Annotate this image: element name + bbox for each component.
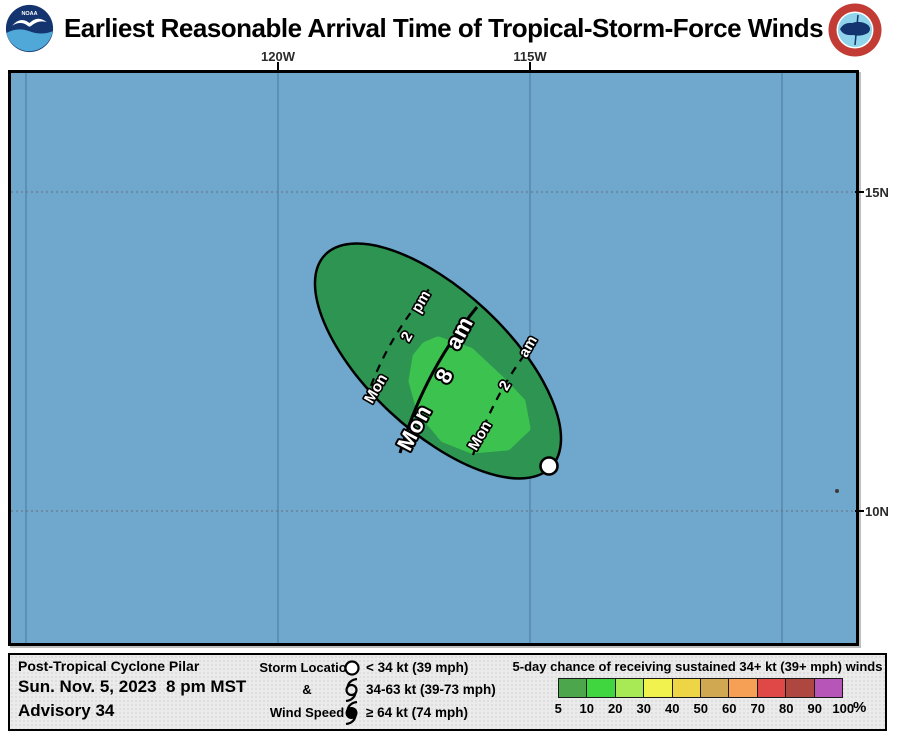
colorbar-swatch [671, 679, 701, 697]
x-tick-label-120w: 120W [261, 49, 295, 64]
colorbar-tick: 100 [832, 701, 855, 716]
colorbar-tick: 10 [579, 701, 594, 716]
symbol-key-label-2: & [302, 682, 312, 697]
colorbar-swatch [643, 679, 672, 697]
colorbar-tick: 5 [554, 701, 562, 716]
arrival-swath-core [408, 336, 531, 454]
colorbar-title: 5-day chance of receiving sustained 34+ … [512, 659, 883, 674]
page-title: Earliest Reasonable Arrival Time of Trop… [63, 13, 824, 43]
map-layers: Mon 2 pm Mon 8 am Mon 2 am [11, 73, 856, 643]
isochrone-line-mon-8am [398, 306, 479, 454]
colorbar [558, 678, 843, 698]
y-tick-label-15n: 15N [865, 185, 889, 200]
symbol-key-label-1: Storm Location [259, 660, 355, 675]
y-tick-15n [855, 191, 864, 193]
x-tick-115w [529, 62, 531, 71]
colorbar-tick-labels: 5 10 20 30 40 50 60 70 80 90 100 [544, 701, 858, 716]
isochrone-line-mon-2pm [364, 287, 431, 401]
storm-location-marker [539, 456, 559, 476]
svg-text:NOAA: NOAA [21, 11, 37, 17]
tropical-storm-icon [345, 678, 358, 702]
colorbar-percent-sign: % [853, 699, 867, 716]
colorbar-tick: 80 [779, 701, 794, 716]
x-tick-label-115w: 115W [513, 49, 547, 64]
wind-speed-label-ge64: ≥ 64 kt (74 mph) [366, 705, 468, 720]
map-ocean: Mon 2 pm Mon 8 am Mon 2 am All Times MST [8, 70, 859, 713]
colorbar-tick: 50 [693, 701, 708, 716]
colorbar-swatch [559, 679, 587, 697]
colorbar-swatch [756, 679, 786, 697]
noaa-logo: NOAA [5, 4, 54, 53]
wind-speed-label-lt34: < 34 kt (39 mph) [366, 660, 469, 675]
colorbar-swatch [614, 679, 644, 697]
colorbar-tick: 60 [722, 701, 737, 716]
island-dot [835, 489, 839, 493]
hurricane-icon [345, 701, 358, 725]
colorbar-swatch [728, 679, 757, 697]
colorbar-tick: 20 [608, 701, 623, 716]
colorbar-tick: 90 [807, 701, 822, 716]
symbol-key-label-3: Wind Speed [269, 705, 345, 720]
colorbar-tick: 40 [665, 701, 680, 716]
advisory-number: Advisory 34 [18, 701, 115, 720]
colorbar-swatch [586, 679, 615, 697]
colorbar-tick: 30 [636, 701, 651, 716]
y-tick-10n [855, 510, 864, 512]
colorbar-swatch [700, 679, 729, 697]
colorbar-swatch [785, 679, 814, 697]
colorbar-tick: 70 [750, 701, 765, 716]
advisory-datetime: Sun. Nov. 5, 2023 8 pm MST [18, 677, 247, 696]
x-tick-120w [277, 62, 279, 71]
low-wind-circle-icon [344, 660, 360, 676]
wind-speed-label-3463: 34-63 kt (39-73 mph) [366, 682, 496, 697]
isochrone-line-mon-2am [471, 339, 537, 456]
legend-bar: Post-Tropical Cyclone Pilar Sun. Nov. 5,… [8, 653, 887, 731]
nws-logo [828, 3, 882, 57]
y-tick-label-10n: 10N [865, 504, 889, 519]
storm-name: Post-Tropical Cyclone Pilar [18, 658, 200, 674]
colorbar-swatch [813, 679, 843, 697]
